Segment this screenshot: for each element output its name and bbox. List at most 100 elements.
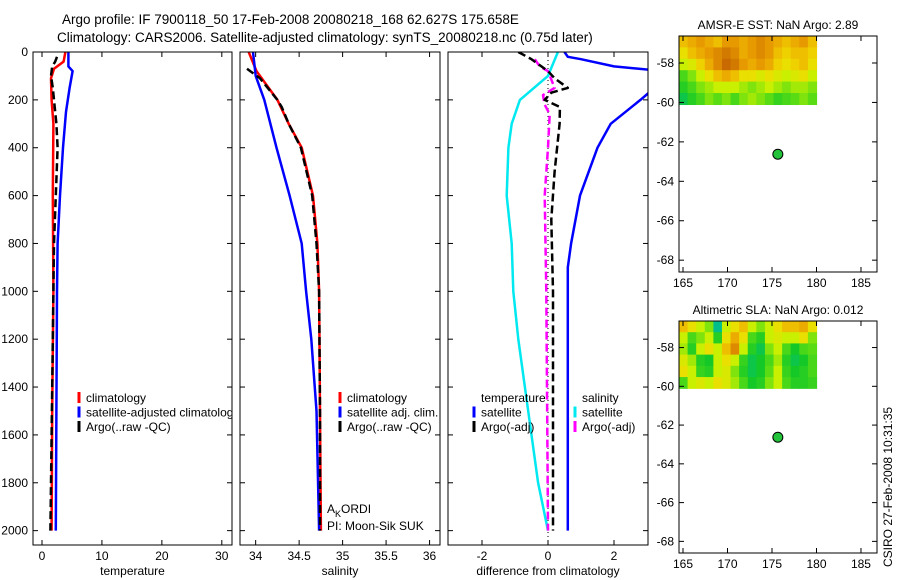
series-line-climatology xyxy=(49,52,67,531)
heatmap-cell xyxy=(756,377,766,389)
heatmap-cell xyxy=(799,47,809,60)
float-annotation: AKORDI xyxy=(327,502,371,519)
series-line-satellite-adj-clim- xyxy=(251,52,321,531)
heatmap-cell xyxy=(696,93,706,106)
heatmap-cell xyxy=(687,343,697,356)
heatmap-cell xyxy=(773,321,783,333)
y-tick-label: 1400 xyxy=(1,380,28,394)
heatmap-cell xyxy=(739,58,749,71)
heatmap-cell xyxy=(773,365,783,378)
legend-label: Argo(-adj) xyxy=(582,420,635,434)
heatmap-cell xyxy=(756,332,766,345)
x-tick-label: 0 xyxy=(545,549,552,563)
heatmap-cell xyxy=(782,332,792,345)
heatmap-cell xyxy=(730,321,740,333)
heatmap-cell xyxy=(807,70,818,83)
x-tick-label: 175 xyxy=(762,557,782,571)
figure-title-line2: Climatology: CARS2006. Satellite-adjuste… xyxy=(57,30,593,45)
heatmap-cell xyxy=(721,365,732,378)
heatmap-cell xyxy=(687,365,697,378)
heatmap-cell xyxy=(721,93,732,106)
x-tick-label: 30 xyxy=(215,549,229,563)
heatmap-cell xyxy=(782,377,792,389)
heatmap-cell xyxy=(687,354,697,367)
heatmap-cell xyxy=(807,93,818,106)
heatmap-cell xyxy=(696,36,706,49)
heatmap-cell xyxy=(747,332,757,345)
heatmap-cell xyxy=(790,81,800,94)
heatmap-cell xyxy=(799,70,809,83)
heatmap-cell xyxy=(739,70,749,83)
axes-box xyxy=(678,320,878,554)
heatmap-cell xyxy=(704,58,714,71)
heatmap-cell xyxy=(756,47,766,60)
heatmap-cell xyxy=(687,332,697,345)
heatmap-cell xyxy=(799,36,809,49)
heatmap-cell xyxy=(807,365,818,378)
y-tick-label: 1800 xyxy=(1,476,28,490)
heatmap-cell xyxy=(799,321,809,333)
heatmap-cell xyxy=(782,354,792,367)
y-tick-label: -66 xyxy=(657,496,675,510)
y-tick-label: -58 xyxy=(657,56,675,70)
y-tick-label: 1000 xyxy=(1,284,28,298)
heatmap-cell xyxy=(764,343,775,356)
heatmap-cell xyxy=(764,332,775,345)
heatmap-cell xyxy=(696,47,706,60)
heatmap-cell xyxy=(764,354,775,367)
legend-label: satellite xyxy=(481,406,522,420)
heatmap-cell xyxy=(739,365,749,378)
heatmap-cell xyxy=(799,58,809,71)
heatmap-cell xyxy=(679,58,689,71)
heatmap-cell xyxy=(730,354,740,367)
heatmap-cell xyxy=(739,343,749,356)
heatmap-cell xyxy=(721,343,732,356)
heatmap-cell xyxy=(747,377,757,389)
y-tick-label: -68 xyxy=(657,253,675,267)
heatmap-cell xyxy=(782,321,792,333)
heatmap-cell xyxy=(799,93,809,106)
series-line-argo-raw-qc- xyxy=(246,67,322,531)
heatmap-cell xyxy=(747,321,757,333)
heatmap-cell xyxy=(730,47,740,60)
x-tick-label: 20 xyxy=(155,549,169,563)
heatmap-cell xyxy=(747,36,757,49)
panel-temperature: temperature climatologysatellite-adjusted… xyxy=(1,45,233,578)
series-line-temperature-satellite xyxy=(566,91,648,531)
heatmap-cell xyxy=(730,365,740,378)
heatmap-cell xyxy=(807,47,818,60)
heatmap-cell xyxy=(696,70,706,83)
heatmap-cell xyxy=(721,47,732,60)
heatmap-cell xyxy=(679,365,689,378)
float-position-marker xyxy=(772,431,784,443)
footer-timestamp: CSIRO 27-Feb-2008 10:31:35 xyxy=(881,407,895,567)
heatmap-cell xyxy=(773,58,783,71)
heatmap-cell xyxy=(799,377,809,389)
heatmap-cell xyxy=(696,354,706,367)
series-line-salinity-argo-adj- xyxy=(533,58,556,531)
y-tick-label: 2000 xyxy=(1,524,28,538)
heatmap-cell xyxy=(687,58,697,71)
x-axis-label: difference from climatology xyxy=(476,564,619,578)
heatmap-cell xyxy=(730,70,740,83)
legend-label: satellite xyxy=(582,406,623,420)
y-tick-label: 600 xyxy=(8,189,28,203)
annotation-a: A xyxy=(327,502,335,516)
heatmap-cell xyxy=(773,354,783,367)
y-tick-label: -58 xyxy=(657,341,675,355)
heatmap-cell xyxy=(747,354,757,367)
heatmap-cell xyxy=(713,332,723,345)
heatmap-cell xyxy=(687,70,697,83)
legend-label: Argo(-adj) xyxy=(481,420,534,434)
x-tick-label: 170 xyxy=(717,557,737,571)
heatmap-cell xyxy=(799,81,809,94)
heatmap-cell xyxy=(721,81,732,94)
heatmap-cell xyxy=(764,365,775,378)
heatmap-cell xyxy=(764,36,775,49)
heatmap-cell xyxy=(679,93,689,106)
x-tick-label: 35.5 xyxy=(374,549,398,563)
legend-label: satellite adj. clim. xyxy=(347,406,438,420)
heatmap-cell xyxy=(679,36,689,49)
x-tick-label: 185 xyxy=(851,276,871,290)
y-tick-label: -62 xyxy=(657,135,675,149)
